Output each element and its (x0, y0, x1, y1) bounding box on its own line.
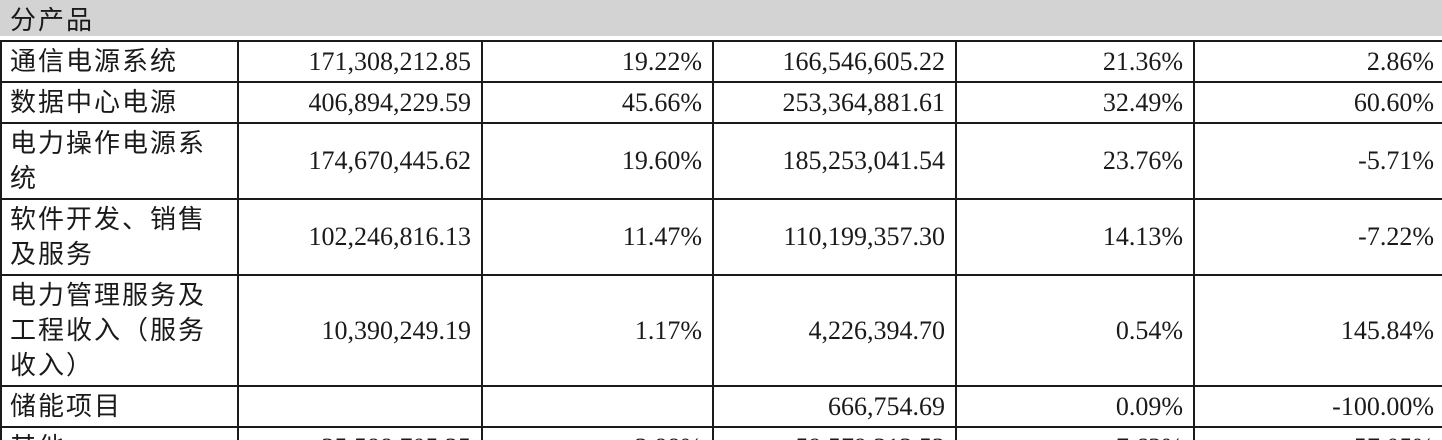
revenue-prior-cell: 4,226,394.70 (712, 274, 957, 387)
yoy-change-cell: -57.05% (1193, 426, 1442, 440)
table-row: 通信电源系统 171,308,212.85 19.22% 166,546,605… (0, 40, 1442, 83)
pct-prior-cell: 23.76% (955, 122, 1195, 200)
revenue-current-cell: 174,670,445.62 (237, 122, 483, 200)
revenue-prior-cell: 110,199,357.30 (712, 198, 957, 276)
pct-prior-cell: 32.49% (955, 81, 1195, 124)
yoy-change-cell: 2.86% (1193, 40, 1442, 83)
yoy-change-cell: -5.71% (1193, 122, 1442, 200)
table-row: 储能项目 666,754.69 0.09% -100.00% (0, 385, 1442, 428)
section-band: 分产品 (0, 0, 1442, 36)
yoy-change-cell: -7.22% (1193, 198, 1442, 276)
pct-current-cell: 19.22% (481, 40, 714, 83)
revenue-current-cell: 10,390,249.19 (237, 274, 483, 387)
product-name-cell: 电力管理服务及工程收入（服务收入） (0, 274, 239, 387)
revenue-current-cell: 171,308,212.85 (237, 40, 483, 83)
revenue-current-cell: 102,246,816.13 (237, 198, 483, 276)
table-row: 电力管理服务及工程收入（服务收入） 10,390,249.19 1.17% 4,… (0, 274, 1442, 387)
table-row: 数据中心电源 406,894,229.59 45.66% 253,364,881… (0, 81, 1442, 124)
product-name-cell: 数据中心电源 (0, 81, 239, 124)
pct-prior-cell: 7.63% (955, 426, 1195, 440)
pct-prior-cell: 14.13% (955, 198, 1195, 276)
pct-current-cell: 1.17% (481, 274, 714, 387)
pct-prior-cell: 21.36% (955, 40, 1195, 83)
pct-current-cell: 45.66% (481, 81, 714, 124)
table-row: 其他 25,588,705.25 2.88% 59,579,313.52 7.6… (0, 426, 1442, 440)
table-row: 电力操作电源系统 174,670,445.62 19.60% 185,253,0… (0, 122, 1442, 200)
revenue-current-cell: 25,588,705.25 (237, 426, 483, 440)
revenue-current-cell: 406,894,229.59 (237, 81, 483, 124)
pct-current-cell: 19.60% (481, 122, 714, 200)
yoy-change-cell: 145.84% (1193, 274, 1442, 387)
table-row: 软件开发、销售及服务 102,246,816.13 11.47% 110,199… (0, 198, 1442, 276)
revenue-prior-cell: 166,546,605.22 (712, 40, 957, 83)
revenue-prior-cell: 59,579,313.52 (712, 426, 957, 440)
revenue-current-cell (237, 385, 483, 428)
product-name-cell: 储能项目 (0, 385, 239, 428)
pct-prior-cell: 0.54% (955, 274, 1195, 387)
product-name-cell: 电力操作电源系统 (0, 122, 239, 200)
yoy-change-cell: 60.60% (1193, 81, 1442, 124)
pct-current-cell: 11.47% (481, 198, 714, 276)
revenue-prior-cell: 185,253,041.54 (712, 122, 957, 200)
revenue-prior-cell: 253,364,881.61 (712, 81, 957, 124)
section-title: 分产品 (10, 5, 95, 35)
product-revenue-table: 通信电源系统 171,308,212.85 19.22% 166,546,605… (0, 40, 1442, 440)
product-name-cell: 软件开发、销售及服务 (0, 198, 239, 276)
revenue-prior-cell: 666,754.69 (712, 385, 957, 428)
pct-current-cell: 2.88% (481, 426, 714, 440)
product-name-cell: 其他 (0, 426, 239, 440)
product-name-cell: 通信电源系统 (0, 40, 239, 83)
pct-current-cell (481, 385, 714, 428)
pct-prior-cell: 0.09% (955, 385, 1195, 428)
yoy-change-cell: -100.00% (1193, 385, 1442, 428)
